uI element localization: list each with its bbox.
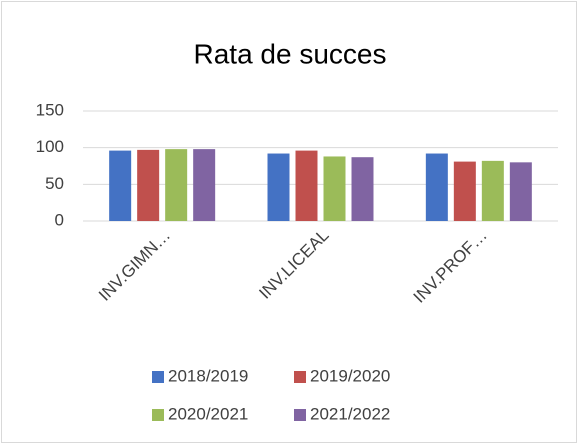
- bar: [193, 149, 216, 221]
- legend-label: 2018/2019: [168, 366, 248, 385]
- bar: [351, 157, 374, 221]
- bar: [509, 162, 532, 221]
- legend-swatch: [152, 371, 164, 383]
- bar: [425, 153, 448, 221]
- bar: [137, 149, 160, 221]
- y-tick-label: 100: [36, 137, 64, 156]
- legend-label: 2020/2021: [168, 404, 248, 423]
- y-tick-label: 150: [36, 100, 64, 119]
- bar: [323, 156, 346, 221]
- legend-swatch: [152, 409, 164, 421]
- bar: [453, 161, 476, 221]
- bar: [109, 150, 132, 221]
- legend-label: 2021/2022: [310, 404, 390, 423]
- y-tick-label: 0: [55, 210, 64, 229]
- bar: [165, 149, 188, 221]
- chart-title: Rata de succes: [194, 38, 387, 69]
- legend-label: 2019/2020: [310, 366, 390, 385]
- bar: [481, 160, 504, 221]
- y-tick-label: 50: [45, 174, 64, 193]
- bar: [295, 150, 318, 221]
- bar: [267, 153, 290, 221]
- legend-swatch: [294, 409, 306, 421]
- legend-swatch: [294, 371, 306, 383]
